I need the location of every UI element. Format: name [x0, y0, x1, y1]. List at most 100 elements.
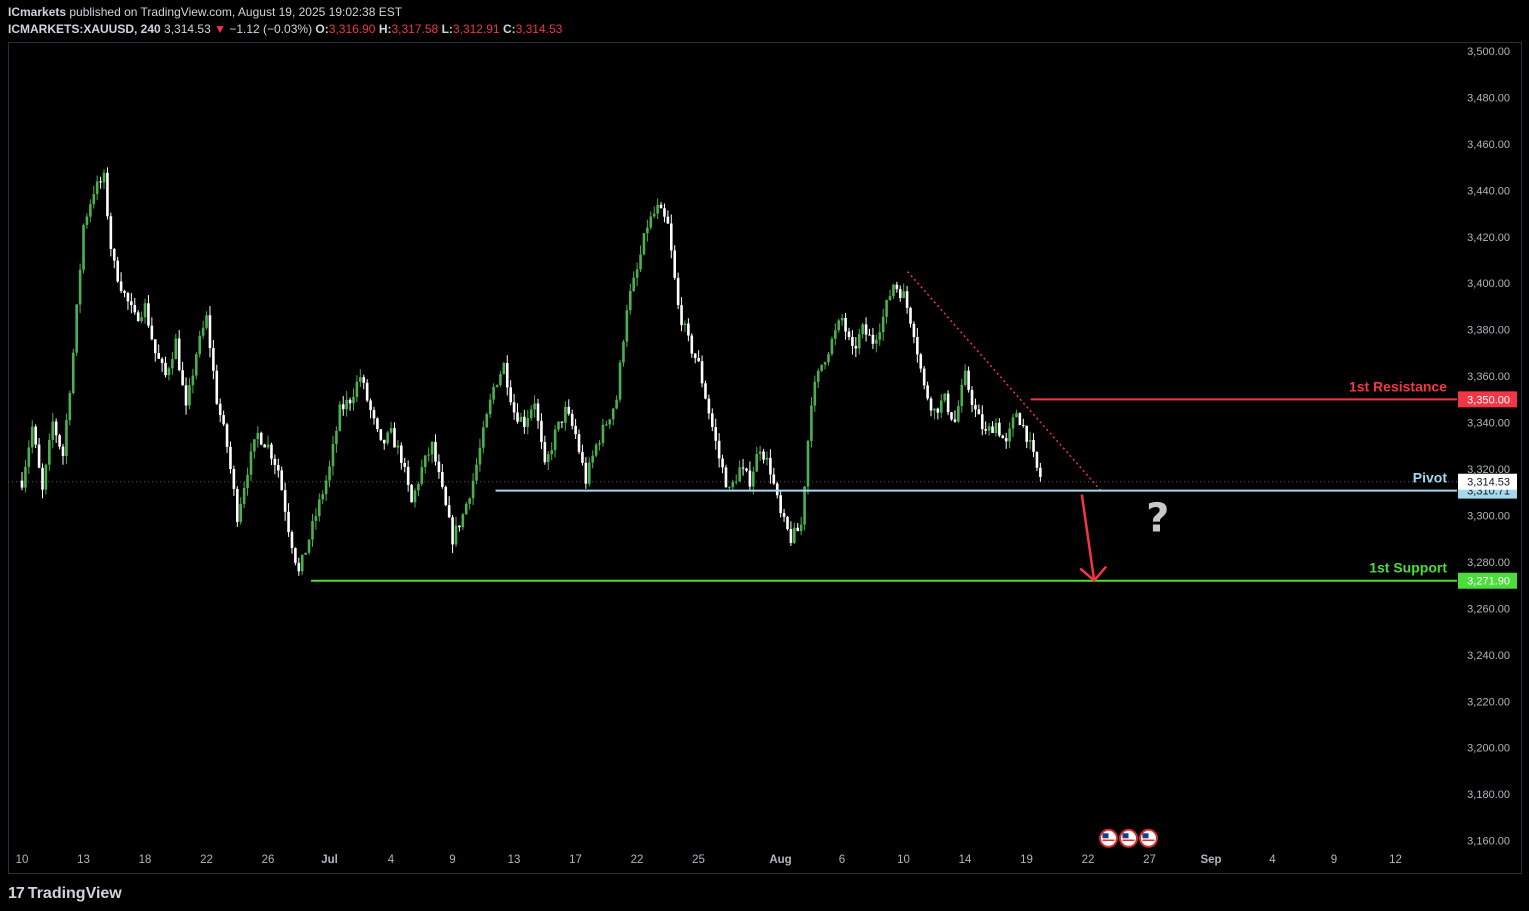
candle-body: [280, 470, 284, 491]
y-axis-tick-label: 3,400.00: [1467, 278, 1510, 290]
candle-body: [977, 409, 981, 415]
candle-body: [755, 454, 759, 472]
candle-body: [564, 406, 567, 423]
candle-body: [765, 457, 769, 460]
x-axis-tick-label: 13: [508, 854, 521, 866]
last-price-badge-value: 3,314.53: [1467, 477, 1510, 489]
symbol-name[interactable]: ICMARKETS:XAUUSD, 240: [8, 22, 161, 36]
candle-body: [338, 404, 342, 431]
candle-body: [560, 421, 564, 423]
x-axis-tick-label: Jul: [321, 854, 338, 866]
y-axis-tick-label: 3,380.00: [1467, 325, 1510, 337]
candle-body: [485, 414, 489, 428]
candle-body: [24, 466, 27, 488]
candle-body: [844, 317, 847, 332]
y-axis-tick-label: 3,320.00: [1467, 464, 1510, 476]
candle-body: [652, 213, 656, 217]
x-axis-tick-label: 25: [692, 854, 705, 866]
candle-body: [37, 444, 41, 468]
candle-body: [229, 446, 232, 470]
candle-body: [793, 527, 796, 543]
candle-body: [916, 337, 919, 355]
candle-body: [639, 254, 642, 270]
chart-frame[interactable]: [8, 42, 1522, 874]
candle-body: [256, 432, 260, 440]
candle-body: [328, 466, 331, 481]
candle-body: [1035, 451, 1039, 468]
candle-body: [58, 435, 61, 447]
candle-body: [147, 303, 150, 326]
candle-body: [946, 393, 950, 413]
candle-body: [769, 457, 772, 475]
candle-body: [215, 370, 219, 404]
x-axis-tick-label: 14: [959, 854, 972, 866]
candle-body: [184, 385, 188, 406]
candle-body: [294, 548, 297, 563]
candle-body: [505, 363, 509, 388]
candle-body: [553, 429, 557, 451]
candle-body: [851, 336, 854, 346]
candle-body: [632, 277, 636, 291]
candle-body: [482, 427, 485, 448]
candle-body: [724, 467, 728, 488]
candle-body: [711, 413, 714, 428]
candle-body: [840, 317, 844, 321]
candle-body: [1015, 413, 1018, 418]
tradingview-footer[interactable]: 17 TradingView: [8, 885, 122, 903]
candle-body: [987, 426, 991, 431]
candle-body: [341, 404, 345, 410]
candle-body: [704, 383, 707, 399]
candle-body: [20, 480, 24, 488]
open-value: 3,316.90: [328, 22, 376, 36]
candle-body: [581, 451, 584, 463]
candle-body: [444, 486, 448, 506]
candle-body: [188, 385, 191, 406]
support-label-value-bg: [1458, 572, 1517, 589]
candle-body: [1018, 413, 1022, 425]
candle-body: [984, 429, 987, 431]
candle-body: [359, 377, 362, 382]
candle-body: [963, 370, 967, 385]
candle-body: [30, 426, 34, 448]
y-axis-tick-label: 3,280.00: [1467, 557, 1510, 569]
tradingview-logo-icon: 17: [8, 885, 25, 902]
candle-body: [461, 514, 465, 528]
candle-body: [464, 503, 468, 515]
candle-body: [868, 334, 871, 336]
candle-body: [492, 386, 495, 400]
candle-body: [331, 443, 335, 467]
candle-body: [167, 368, 171, 376]
y-axis-tick-label: 3,420.00: [1467, 232, 1510, 244]
candle-body: [707, 398, 711, 414]
candle-body: [427, 454, 430, 456]
x-axis-tick-label: 4: [388, 854, 395, 866]
candle-body: [191, 375, 195, 386]
candle-body: [878, 332, 882, 340]
candle-body: [752, 471, 755, 487]
candle-body: [523, 416, 526, 427]
candle-body: [991, 426, 994, 433]
candle-body: [943, 393, 946, 401]
candle-body: [574, 425, 577, 435]
publish-text: published on TradingView.com, August 19,…: [66, 5, 403, 19]
candle-body: [745, 468, 748, 471]
candle-body: [475, 464, 478, 481]
candle-body: [922, 368, 926, 386]
candle-body: [909, 307, 912, 324]
candle-body: [786, 516, 789, 530]
trendline-dotted: [907, 271, 1103, 493]
candle-body: [820, 364, 823, 371]
candle-body: [376, 418, 379, 430]
candle-body: [789, 529, 793, 543]
candle-body: [810, 405, 813, 441]
candle-body: [663, 208, 666, 217]
y-axis-tick-label: 3,220.00: [1467, 696, 1510, 708]
candle-body: [102, 172, 106, 183]
x-axis-tick-label: 19: [1020, 854, 1033, 866]
candle-body: [242, 487, 246, 504]
candle-body: [194, 354, 198, 376]
candle-body: [321, 494, 325, 500]
candle-body: [854, 345, 858, 349]
candle-body: [516, 412, 519, 422]
